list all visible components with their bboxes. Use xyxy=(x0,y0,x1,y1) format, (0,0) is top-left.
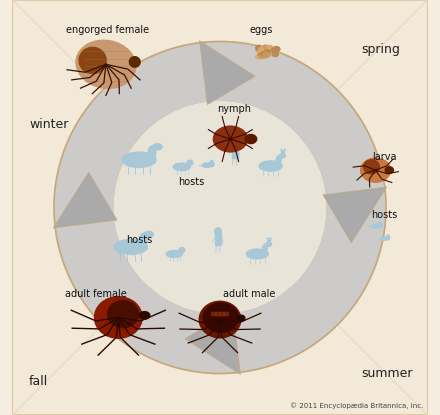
Circle shape xyxy=(387,235,389,237)
Polygon shape xyxy=(12,0,428,208)
Circle shape xyxy=(114,102,326,313)
Bar xyxy=(231,147,238,158)
Ellipse shape xyxy=(260,55,265,58)
Ellipse shape xyxy=(272,52,279,56)
Ellipse shape xyxy=(173,163,191,171)
Ellipse shape xyxy=(179,248,185,252)
Ellipse shape xyxy=(372,224,380,228)
Polygon shape xyxy=(199,41,255,105)
Text: winter: winter xyxy=(29,118,69,131)
Polygon shape xyxy=(53,172,117,228)
Polygon shape xyxy=(54,42,386,374)
Ellipse shape xyxy=(203,303,238,332)
Text: summer: summer xyxy=(361,367,413,380)
Text: fall: fall xyxy=(29,375,48,388)
Text: nymph: nymph xyxy=(217,104,252,114)
Ellipse shape xyxy=(216,312,220,316)
Ellipse shape xyxy=(166,251,183,257)
Polygon shape xyxy=(220,0,428,415)
Ellipse shape xyxy=(202,163,211,167)
Ellipse shape xyxy=(259,161,282,171)
Text: adult female: adult female xyxy=(65,289,126,299)
Ellipse shape xyxy=(129,57,140,67)
Ellipse shape xyxy=(245,134,257,144)
Ellipse shape xyxy=(267,51,272,54)
Circle shape xyxy=(379,222,381,224)
Ellipse shape xyxy=(381,237,387,240)
Ellipse shape xyxy=(279,154,286,158)
Ellipse shape xyxy=(271,49,278,53)
Ellipse shape xyxy=(273,46,280,52)
Ellipse shape xyxy=(108,300,139,328)
Ellipse shape xyxy=(220,312,224,316)
Ellipse shape xyxy=(256,47,263,52)
Ellipse shape xyxy=(144,231,154,237)
Polygon shape xyxy=(323,187,387,243)
Ellipse shape xyxy=(256,45,262,49)
Ellipse shape xyxy=(268,49,275,53)
Text: hosts: hosts xyxy=(371,210,397,220)
Circle shape xyxy=(386,236,390,240)
Ellipse shape xyxy=(261,47,266,51)
Ellipse shape xyxy=(273,48,278,51)
Polygon shape xyxy=(185,310,241,374)
Ellipse shape xyxy=(266,242,271,246)
Text: © 2011 Encyclopædia Britannica, Inc.: © 2011 Encyclopædia Britannica, Inc. xyxy=(290,402,423,409)
Ellipse shape xyxy=(187,160,193,165)
Circle shape xyxy=(209,162,214,167)
Ellipse shape xyxy=(76,40,136,88)
Text: eggs: eggs xyxy=(250,25,273,35)
Ellipse shape xyxy=(270,47,277,52)
Bar xyxy=(215,233,221,245)
Text: hosts: hosts xyxy=(126,235,152,245)
Ellipse shape xyxy=(246,249,268,259)
Circle shape xyxy=(231,142,238,148)
Ellipse shape xyxy=(267,45,273,50)
Text: engorged female: engorged female xyxy=(66,25,150,35)
Ellipse shape xyxy=(224,312,229,316)
Ellipse shape xyxy=(261,51,268,56)
Ellipse shape xyxy=(140,233,147,246)
Ellipse shape xyxy=(122,152,156,167)
Circle shape xyxy=(215,228,221,234)
Circle shape xyxy=(378,223,382,227)
Ellipse shape xyxy=(213,126,247,152)
Ellipse shape xyxy=(257,49,263,53)
Ellipse shape xyxy=(199,301,241,338)
Polygon shape xyxy=(12,208,428,415)
Text: adult male: adult male xyxy=(223,289,275,299)
Ellipse shape xyxy=(264,53,269,57)
Polygon shape xyxy=(12,0,220,415)
Ellipse shape xyxy=(263,52,270,57)
Ellipse shape xyxy=(263,244,268,252)
Ellipse shape xyxy=(79,47,106,73)
Ellipse shape xyxy=(258,52,264,56)
Ellipse shape xyxy=(95,297,142,338)
Ellipse shape xyxy=(153,144,162,150)
Ellipse shape xyxy=(237,315,245,321)
Ellipse shape xyxy=(271,48,277,51)
Ellipse shape xyxy=(256,54,262,59)
Text: hosts: hosts xyxy=(178,177,204,187)
Ellipse shape xyxy=(276,156,281,164)
Text: larva: larva xyxy=(372,152,396,162)
Circle shape xyxy=(211,161,213,163)
Ellipse shape xyxy=(259,53,264,57)
Ellipse shape xyxy=(272,51,277,54)
Ellipse shape xyxy=(265,50,271,54)
Ellipse shape xyxy=(363,160,379,174)
Ellipse shape xyxy=(259,47,264,50)
Ellipse shape xyxy=(261,54,268,58)
Ellipse shape xyxy=(257,49,262,52)
Ellipse shape xyxy=(264,51,269,55)
Ellipse shape xyxy=(361,158,391,182)
Ellipse shape xyxy=(139,312,150,319)
Ellipse shape xyxy=(385,167,393,173)
Ellipse shape xyxy=(272,51,276,54)
Ellipse shape xyxy=(211,312,216,316)
Ellipse shape xyxy=(148,146,156,159)
Ellipse shape xyxy=(262,45,269,50)
Text: spring: spring xyxy=(361,43,400,56)
Ellipse shape xyxy=(114,239,147,254)
